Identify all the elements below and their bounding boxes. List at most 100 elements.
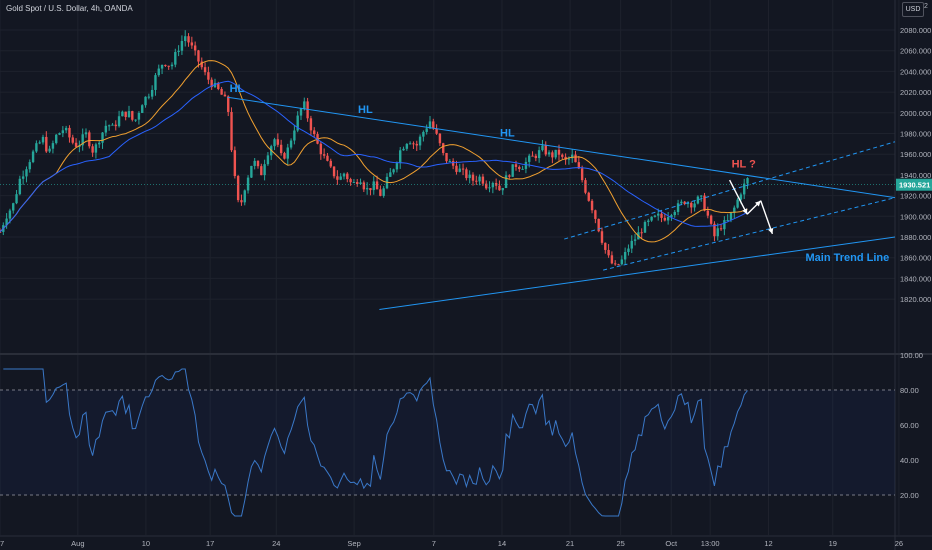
- candle-body[interactable]: [306, 101, 309, 119]
- candle-body[interactable]: [246, 177, 250, 191]
- candle-body[interactable]: [94, 144, 98, 153]
- candle-body[interactable]: [365, 188, 369, 190]
- candle-body[interactable]: [554, 149, 557, 158]
- candle-body[interactable]: [435, 128, 438, 134]
- candle-body[interactable]: [494, 183, 498, 186]
- candle-body[interactable]: [326, 155, 329, 161]
- candle-body[interactable]: [696, 196, 700, 204]
- candle-body[interactable]: [157, 68, 160, 76]
- candle-body[interactable]: [574, 154, 577, 163]
- rsi-panel[interactable]: [0, 368, 895, 517]
- candle-body[interactable]: [124, 111, 127, 117]
- candle-body[interactable]: [68, 127, 71, 138]
- candle-body[interactable]: [58, 133, 61, 135]
- candle-body[interactable]: [481, 176, 485, 184]
- candle-body[interactable]: [594, 210, 597, 219]
- candle-body[interactable]: [531, 155, 534, 157]
- candle-body[interactable]: [147, 96, 151, 98]
- price-panel[interactable]: [0, 30, 895, 266]
- candle-body[interactable]: [329, 160, 332, 167]
- candle-body[interactable]: [723, 220, 726, 230]
- candle-body[interactable]: [5, 218, 8, 226]
- candle-body[interactable]: [399, 150, 402, 164]
- candle-body[interactable]: [567, 158, 571, 160]
- candle-body[interactable]: [604, 242, 607, 250]
- candle-body[interactable]: [448, 161, 452, 163]
- candle-body[interactable]: [322, 154, 326, 156]
- candle-body[interactable]: [653, 215, 657, 217]
- candle-body[interactable]: [25, 169, 28, 177]
- candle-body[interactable]: [743, 183, 746, 195]
- candle-body[interactable]: [134, 119, 137, 121]
- candle-body[interactable]: [74, 142, 78, 147]
- candle-body[interactable]: [680, 201, 683, 204]
- candle-body[interactable]: [164, 64, 167, 66]
- candle-body[interactable]: [243, 190, 246, 203]
- candle-body[interactable]: [372, 181, 375, 191]
- candle-body[interactable]: [190, 42, 194, 46]
- candle-body[interactable]: [210, 79, 213, 88]
- candle-body[interactable]: [428, 121, 432, 129]
- candle-body[interactable]: [313, 130, 316, 135]
- candle-body[interactable]: [713, 223, 716, 237]
- candle-body[interactable]: [379, 189, 382, 196]
- candle-body[interactable]: [746, 178, 749, 184]
- candle-body[interactable]: [101, 132, 104, 143]
- candle-body[interactable]: [28, 162, 31, 170]
- candle-body[interactable]: [580, 168, 584, 181]
- candle-body[interactable]: [233, 150, 237, 177]
- candle-body[interactable]: [544, 145, 547, 155]
- candle-body[interactable]: [571, 154, 574, 159]
- candle-body[interactable]: [117, 116, 121, 127]
- candle-body[interactable]: [41, 136, 45, 143]
- candle-body[interactable]: [48, 148, 51, 152]
- candle-body[interactable]: [174, 51, 177, 65]
- candle-body[interactable]: [504, 175, 508, 189]
- candle-body[interactable]: [309, 118, 313, 131]
- candle-body[interactable]: [369, 188, 372, 191]
- candle-body[interactable]: [614, 263, 617, 265]
- candle-body[interactable]: [64, 127, 68, 131]
- candle-body[interactable]: [465, 169, 468, 179]
- candle-body[interactable]: [131, 111, 134, 120]
- candle-body[interactable]: [107, 125, 111, 127]
- candle-body[interactable]: [693, 203, 696, 208]
- candle-body[interactable]: [346, 173, 349, 180]
- candle-body[interactable]: [442, 143, 445, 153]
- candle-body[interactable]: [660, 213, 663, 218]
- candle-body[interactable]: [524, 161, 528, 169]
- candle-body[interactable]: [491, 183, 495, 188]
- candle-body[interactable]: [461, 168, 465, 170]
- candle-body[interactable]: [587, 192, 590, 201]
- channel-lower[interactable]: [603, 197, 896, 271]
- candle-body[interactable]: [551, 152, 554, 158]
- candle-body[interactable]: [193, 45, 197, 51]
- candle-body[interactable]: [640, 232, 643, 234]
- candle-body[interactable]: [88, 132, 91, 147]
- candle-body[interactable]: [676, 203, 680, 212]
- candle-body[interactable]: [250, 165, 253, 178]
- candle-body[interactable]: [51, 143, 55, 149]
- candle-body[interactable]: [299, 108, 303, 116]
- candle-body[interactable]: [362, 182, 366, 190]
- candle-body[interactable]: [356, 182, 359, 185]
- candle-body[interactable]: [584, 180, 587, 193]
- currency-button[interactable]: USD: [902, 2, 924, 17]
- candle-body[interactable]: [81, 134, 84, 146]
- candle-body[interactable]: [577, 162, 581, 169]
- candle-body[interactable]: [528, 155, 531, 162]
- candle-body[interactable]: [150, 89, 154, 97]
- candle-body[interactable]: [726, 220, 729, 222]
- candle-body[interactable]: [342, 173, 346, 177]
- candle-body[interactable]: [223, 94, 227, 97]
- candle-body[interactable]: [35, 143, 38, 152]
- candle-body[interactable]: [332, 166, 336, 177]
- candle-body[interactable]: [98, 142, 101, 145]
- candle-body[interactable]: [303, 101, 306, 109]
- candle-body[interactable]: [686, 202, 690, 205]
- candle-body[interactable]: [607, 249, 610, 256]
- candle-body[interactable]: [180, 41, 184, 51]
- candle-body[interactable]: [736, 199, 739, 208]
- candle-body[interactable]: [121, 111, 124, 117]
- candle-body[interactable]: [84, 132, 88, 135]
